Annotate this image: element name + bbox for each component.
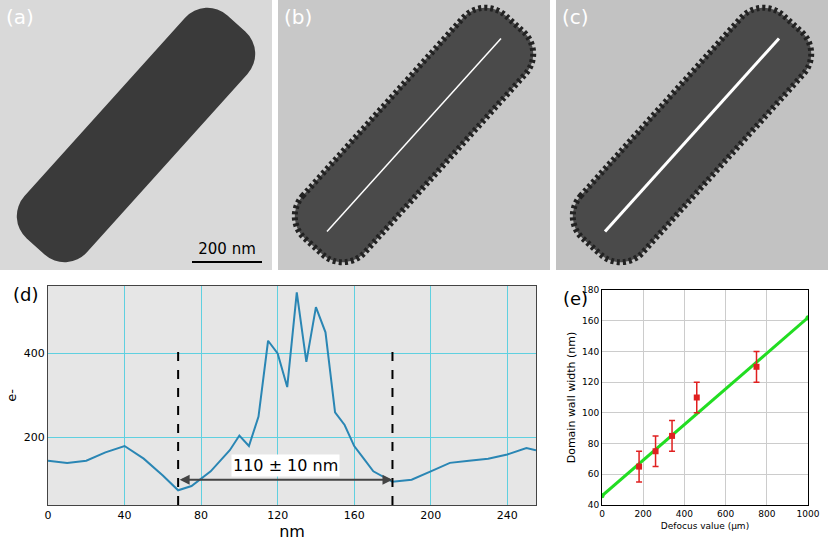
- svg-text:200 nm: 200 nm: [198, 240, 256, 258]
- svg-text:e-: e-: [4, 389, 19, 402]
- svg-text:240: 240: [497, 509, 518, 522]
- svg-text:(e): (e): [563, 288, 588, 309]
- svg-text:110 ± 10 nm: 110 ± 10 nm: [233, 456, 338, 475]
- svg-text:800: 800: [758, 509, 775, 519]
- svg-text:1000: 1000: [797, 509, 820, 519]
- svg-text:400: 400: [24, 347, 45, 360]
- svg-text:(d): (d): [13, 284, 38, 305]
- svg-text:0: 0: [45, 509, 52, 522]
- svg-text:Domain wall width (nm): Domain wall width (nm): [565, 332, 578, 464]
- svg-text:120: 120: [582, 377, 599, 387]
- svg-text:Defocus value (μm): Defocus value (μm): [661, 521, 749, 531]
- svg-text:40: 40: [588, 500, 600, 510]
- svg-text:120: 120: [267, 509, 288, 522]
- svg-text:(b): (b): [284, 5, 312, 29]
- svg-text:60: 60: [588, 469, 600, 479]
- svg-text:80: 80: [588, 439, 600, 449]
- svg-text:(c): (c): [562, 5, 589, 29]
- svg-text:40: 40: [118, 509, 132, 522]
- svg-text:200: 200: [635, 509, 652, 519]
- svg-text:600: 600: [717, 509, 734, 519]
- svg-text:200: 200: [420, 509, 441, 522]
- svg-text:nm: nm: [279, 522, 305, 541]
- svg-text:160: 160: [344, 509, 365, 522]
- svg-text:140: 140: [582, 347, 599, 357]
- svg-text:(a): (a): [6, 5, 34, 29]
- svg-text:400: 400: [676, 509, 693, 519]
- svg-text:160: 160: [582, 316, 599, 326]
- svg-text:80: 80: [194, 509, 208, 522]
- svg-text:0: 0: [599, 509, 605, 519]
- svg-text:200: 200: [24, 431, 45, 444]
- svg-text:180: 180: [582, 285, 599, 295]
- svg-text:100: 100: [582, 408, 599, 418]
